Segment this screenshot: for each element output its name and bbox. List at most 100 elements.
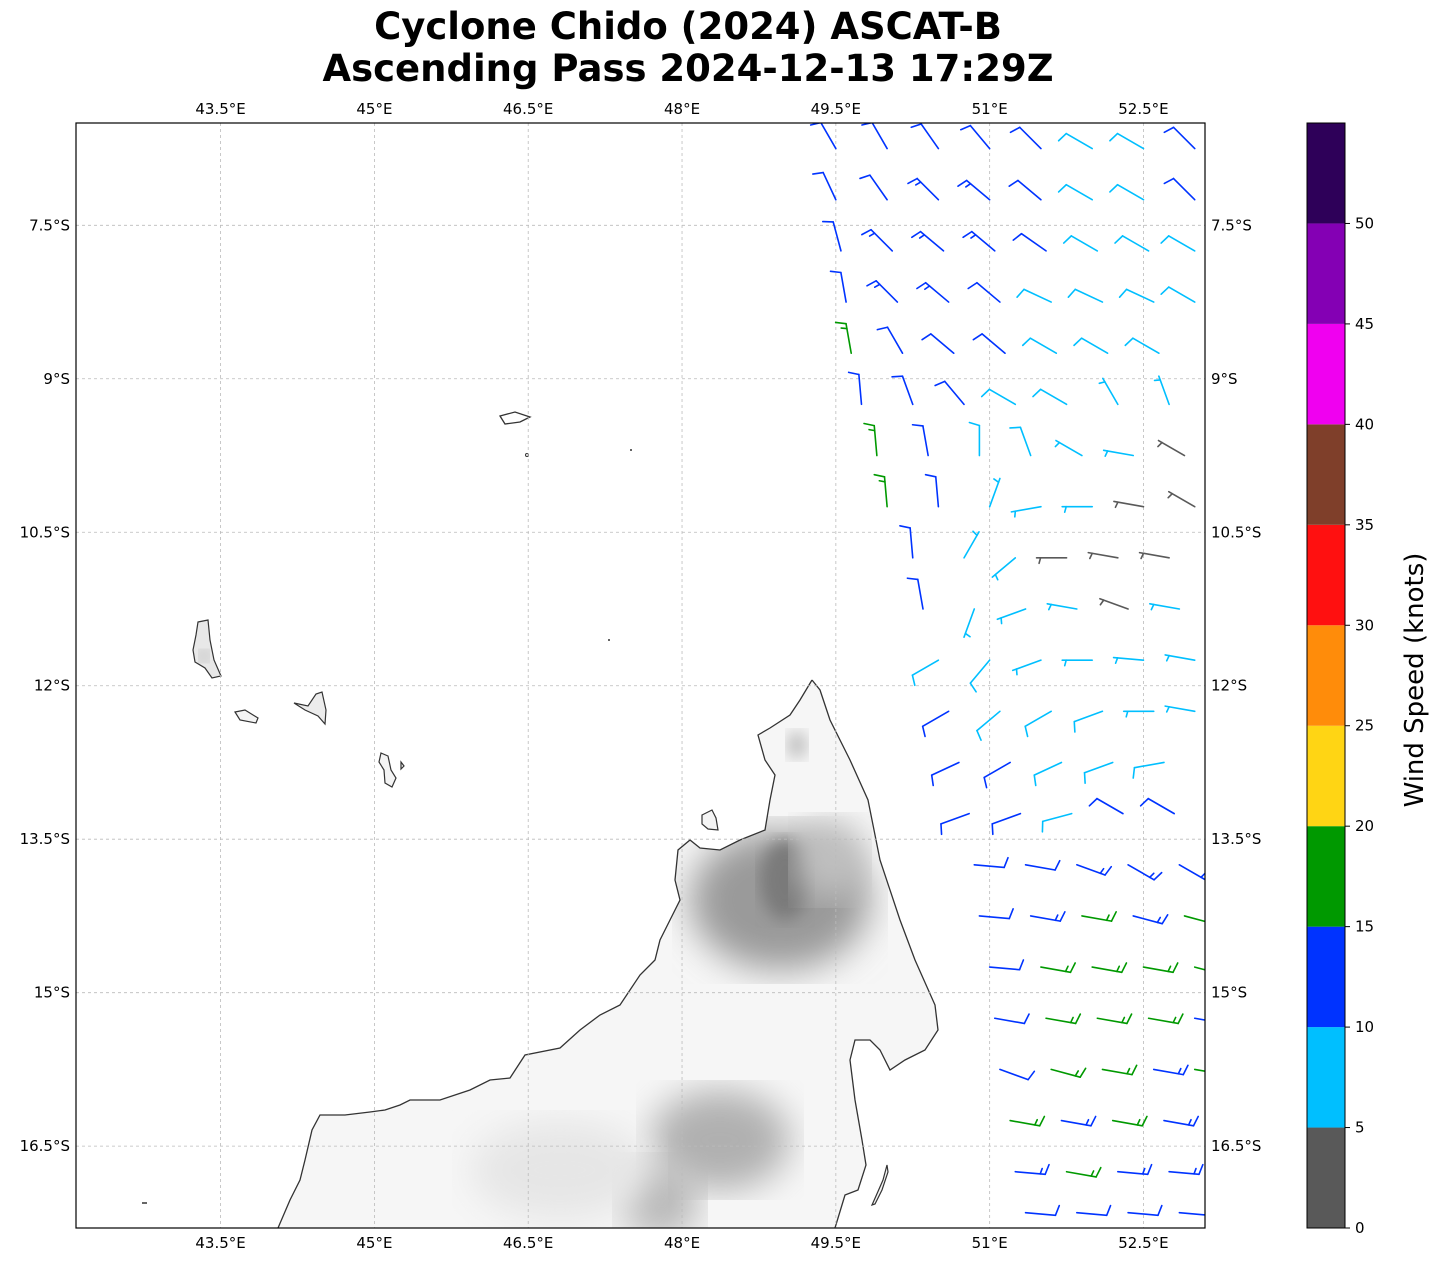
- barb-full: [967, 281, 978, 290]
- lat-tick-label-right: 15°S: [1211, 984, 1247, 1002]
- barb-full: [1104, 865, 1113, 876]
- barb-staff: [969, 124, 991, 150]
- barb-staff: [1193, 1017, 1205, 1021]
- barb-staff: [1121, 235, 1150, 252]
- barb-full: [1139, 797, 1150, 807]
- barb-staff: [832, 221, 842, 252]
- barb-staff: [869, 174, 888, 201]
- barb-staff: [978, 915, 1011, 920]
- barb-full: [1024, 725, 1029, 738]
- barb-full: [1008, 908, 1014, 920]
- wind-barb: [996, 608, 1027, 625]
- lon-tick-label-bottom: 48°E: [664, 1234, 700, 1252]
- barb-full: [1132, 766, 1136, 779]
- wind-barb: [988, 959, 1025, 971]
- barb-half: [1209, 917, 1212, 922]
- barb-half: [1039, 1167, 1043, 1175]
- barb-full: [1172, 962, 1179, 974]
- wind-barb: [1183, 915, 1218, 924]
- barb-full: [899, 525, 911, 529]
- colorbar-label: Wind Speed (knots): [1400, 552, 1430, 808]
- wind-barb: [911, 659, 940, 687]
- barb-full: [1163, 177, 1175, 185]
- colorbar-bin: [1307, 123, 1345, 224]
- barb-staff: [1010, 505, 1042, 513]
- barb-staff: [930, 761, 960, 776]
- barb-full: [1067, 288, 1077, 298]
- wind-barb: [866, 280, 899, 303]
- barb-half: [1167, 965, 1172, 973]
- barb-staff: [1167, 235, 1196, 252]
- barb-half: [1167, 492, 1174, 499]
- colorbar-tick-label: 5: [1355, 1119, 1365, 1137]
- barb-staff: [963, 608, 976, 638]
- barb-full: [1109, 132, 1119, 142]
- barb-full: [866, 280, 877, 287]
- colorbar-tick-label: 25: [1355, 717, 1374, 735]
- wind-barb: [861, 123, 888, 150]
- barb-half: [1089, 552, 1094, 560]
- wind-barb: [1098, 377, 1119, 406]
- barb-full: [1073, 337, 1083, 347]
- barb-full: [829, 270, 842, 274]
- colorbar-tick-label: 20: [1355, 817, 1374, 835]
- wind-barb: [968, 421, 981, 457]
- barb-full: [1126, 1013, 1133, 1025]
- barb-staff: [1096, 797, 1124, 815]
- moheli-island: [234, 709, 259, 724]
- wind-barb: [1057, 132, 1094, 150]
- barb-staff: [1018, 126, 1042, 150]
- barb-staff: [988, 477, 1001, 508]
- madagascar-coastline: [277, 679, 939, 1228]
- gridlines: [76, 123, 1205, 1228]
- wind-barb: [1060, 1115, 1097, 1127]
- barb-staff: [820, 123, 837, 150]
- wind-barb: [988, 477, 1001, 508]
- lat-tick-label-left: 10.5°S: [20, 523, 70, 541]
- wind-barb: [1076, 1204, 1112, 1217]
- barb-staff: [1024, 863, 1056, 871]
- barb-full: [1204, 879, 1205, 881]
- wind-barb: [921, 333, 955, 355]
- barb-half: [1069, 1016, 1074, 1024]
- barb-staff: [901, 375, 914, 406]
- barb-half: [993, 478, 1000, 484]
- barb-staff: [1020, 232, 1047, 252]
- wind-barb: [1040, 962, 1076, 974]
- barb-staff: [1070, 235, 1099, 252]
- barb-full: [957, 179, 968, 187]
- wind-barb: [821, 220, 842, 252]
- barb-half: [1104, 450, 1109, 457]
- lat-tick-label-left: 13.5°S: [20, 830, 70, 848]
- wind-barb: [1016, 288, 1052, 303]
- colorbar-bin: [1307, 1027, 1345, 1128]
- lon-tick-label-top: 48°E: [664, 100, 700, 118]
- barb-staff: [1099, 597, 1129, 610]
- wind-barb: [993, 1013, 1030, 1025]
- barb-half: [1014, 510, 1017, 518]
- barb-half: [1047, 603, 1053, 611]
- barb-full: [1054, 859, 1061, 871]
- barb-staff: [981, 333, 1006, 355]
- barb-half: [873, 283, 881, 289]
- barb-staff: [991, 557, 1017, 578]
- wind-barb: [876, 326, 904, 355]
- barb-full: [1114, 235, 1124, 244]
- wind-barb: [999, 1068, 1036, 1081]
- barb-full: [907, 177, 918, 185]
- barb-staff: [1116, 183, 1145, 201]
- barb-full: [1110, 911, 1117, 922]
- colorbar-tick-label: 50: [1355, 214, 1374, 232]
- barb-staff: [1183, 915, 1205, 923]
- wind-barb: [809, 123, 837, 150]
- barb-staff: [1164, 654, 1196, 661]
- wind-barb: [1132, 761, 1165, 779]
- barb-full: [972, 333, 983, 341]
- lat-tick-label-left: 16.5°S: [20, 1137, 70, 1155]
- wind-barb: [1124, 337, 1160, 355]
- wind-barb: [1012, 232, 1047, 252]
- barb-full: [1213, 915, 1218, 924]
- barb-half: [1126, 1067, 1131, 1075]
- barb-half: [1085, 1118, 1090, 1126]
- wind-barb: [1009, 1115, 1046, 1127]
